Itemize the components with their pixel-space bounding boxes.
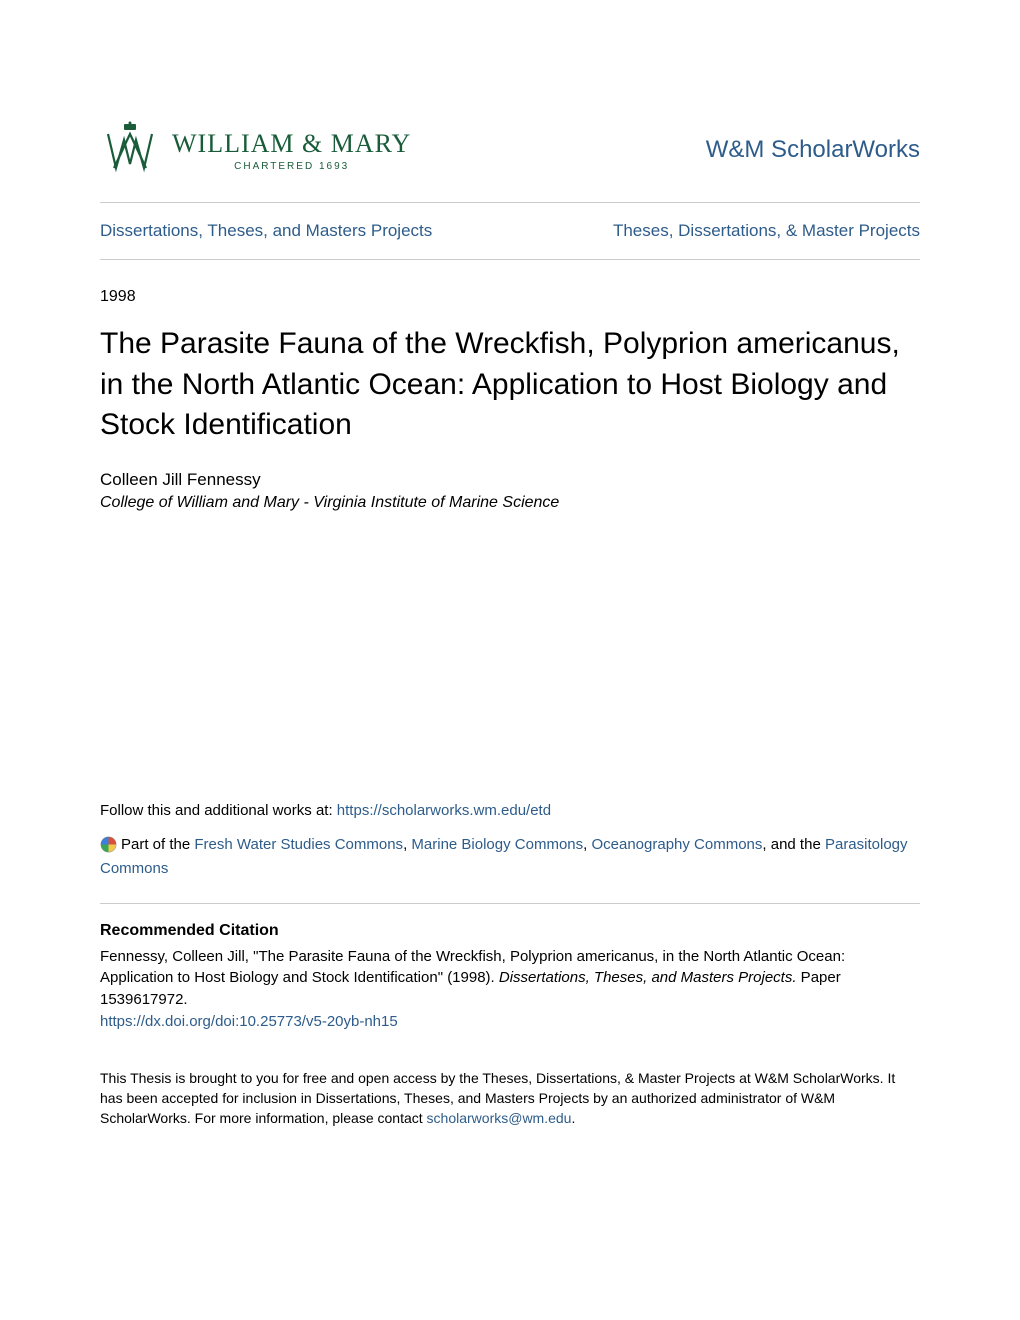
header-row: WILLIAM & MARY CHARTERED 1693 W&M Schola… — [100, 120, 920, 180]
follow-works-line: Follow this and additional works at: htt… — [100, 802, 920, 819]
access-statement: This Thesis is brought to you for free a… — [100, 1068, 920, 1129]
author-affiliation: College of William and Mary - Virginia I… — [100, 494, 920, 512]
commons-link-marine[interactable]: Marine Biology Commons — [411, 836, 583, 853]
doi-link[interactable]: https://dx.doi.org/doi:10.25773/v5-20yb-… — [100, 1013, 920, 1030]
part-of-line: Part of the Fresh Water Studies Commons,… — [100, 833, 920, 881]
chartered-text: CHARTERED 1693 — [172, 161, 411, 172]
contact-email-link[interactable]: scholarworks@wm.edu — [427, 1110, 572, 1126]
divider-bottom — [100, 259, 920, 260]
footer-period: . — [571, 1110, 575, 1126]
commons-link-freshwater[interactable]: Fresh Water Studies Commons — [194, 836, 403, 853]
scholarworks-link[interactable]: W&M ScholarWorks — [706, 136, 920, 164]
divider-citation — [100, 903, 920, 904]
recommended-citation-heading: Recommended Citation — [100, 922, 920, 940]
collection-link[interactable]: Dissertations, Theses, and Masters Proje… — [100, 221, 432, 241]
part-of-prefix: Part of the — [121, 836, 194, 853]
follow-url-link[interactable]: https://scholarworks.wm.edu/etd — [337, 802, 551, 819]
commons-link-oceanography[interactable]: Oceanography Commons — [591, 836, 762, 853]
wm-cipher-icon — [100, 120, 160, 180]
network-icon — [100, 836, 117, 853]
institution-text-block: WILLIAM & MARY CHARTERED 1693 — [172, 129, 411, 172]
parent-collection-link[interactable]: Theses, Dissertations, & Master Projects — [613, 221, 920, 241]
citation-text: Fennessy, Colleen Jill, "The Parasite Fa… — [100, 946, 920, 1011]
author-name: Colleen Jill Fennessy — [100, 470, 920, 490]
follow-prefix: Follow this and additional works at: — [100, 802, 337, 819]
vertical-spacer — [100, 512, 920, 802]
institution-name: WILLIAM & MARY — [172, 129, 411, 159]
institution-logo-block: WILLIAM & MARY CHARTERED 1693 — [100, 120, 411, 180]
document-title: The Parasite Fauna of the Wreckfish, Pol… — [100, 324, 920, 446]
citation-series: Dissertations, Theses, and Masters Proje… — [499, 969, 797, 986]
subnav-row: Dissertations, Theses, and Masters Proje… — [100, 203, 920, 259]
sep-and: , and the — [762, 836, 825, 853]
publication-year: 1998 — [100, 288, 920, 306]
